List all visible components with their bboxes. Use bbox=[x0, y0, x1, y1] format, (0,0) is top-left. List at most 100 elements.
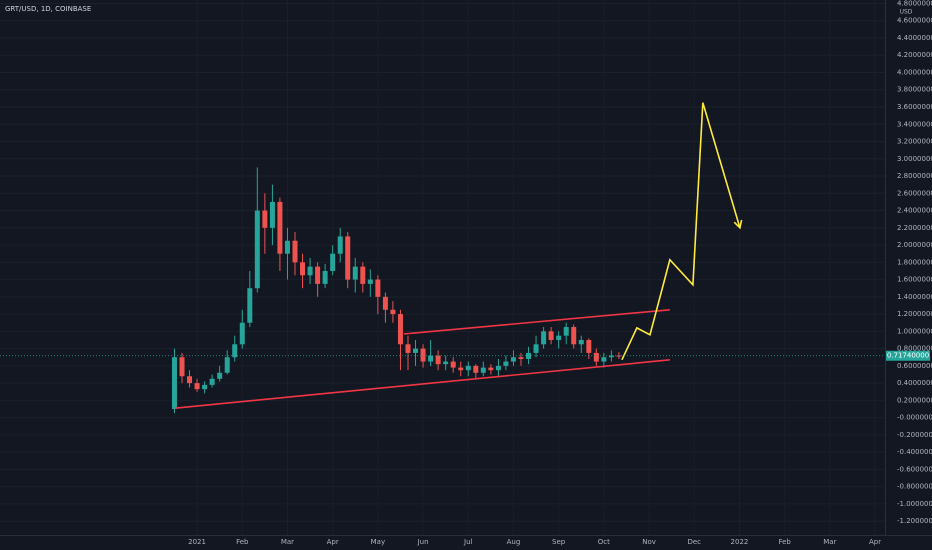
y-tick-label: 1.00000000 bbox=[897, 327, 932, 335]
candle-body bbox=[224, 357, 230, 373]
y-tick-label: 1.40000000 bbox=[897, 293, 932, 301]
candle-body bbox=[420, 348, 426, 362]
candle-body bbox=[194, 383, 200, 390]
y-tick-label: 2.00000000 bbox=[897, 241, 932, 249]
marks bbox=[0, 102, 885, 414]
y-tick-label: -0.60000000 bbox=[897, 465, 932, 473]
y-tick-label: 2.20000000 bbox=[897, 224, 932, 232]
y-tick-label: 0.40000000 bbox=[897, 379, 932, 387]
candle-body bbox=[593, 352, 599, 362]
trend-drawing bbox=[404, 308, 670, 335]
last-price-label: 0.71740000 bbox=[887, 352, 929, 360]
x-tick-label: Jul bbox=[463, 538, 473, 546]
x-tick-label: Jun bbox=[417, 538, 429, 546]
candle-body bbox=[382, 296, 388, 310]
y-tick-label: -0.40000000 bbox=[897, 448, 932, 456]
candle-body bbox=[390, 309, 396, 315]
y-tick-label: -0.80000000 bbox=[897, 483, 932, 491]
y-tick-label: 1.20000000 bbox=[897, 310, 932, 318]
y-tick-label: 3.00000000 bbox=[897, 155, 932, 163]
candle-body bbox=[202, 384, 208, 390]
candle-body bbox=[322, 270, 328, 284]
candle-body bbox=[187, 376, 193, 384]
trend-drawing bbox=[174, 359, 670, 409]
candle-body bbox=[435, 355, 441, 365]
candle-body bbox=[473, 365, 479, 373]
candle-body bbox=[488, 367, 494, 371]
candle-body bbox=[352, 266, 358, 280]
y-tick-label: 3.40000000 bbox=[897, 120, 932, 128]
candle-body bbox=[397, 314, 403, 345]
candle-body bbox=[217, 372, 223, 379]
x-tick-label: Apr bbox=[869, 538, 881, 546]
candle-body bbox=[405, 344, 411, 353]
candle-body bbox=[495, 365, 501, 371]
candle-body bbox=[533, 344, 539, 353]
y-tick-label: -0.00000000 bbox=[897, 414, 932, 422]
y-tick-label: 4.00000000 bbox=[897, 68, 932, 76]
y-tick-label: 2.80000000 bbox=[897, 172, 932, 180]
y-tick-label: 0.80000000 bbox=[897, 345, 932, 353]
candle-body bbox=[578, 339, 584, 345]
y-tick-label: -0.20000000 bbox=[897, 431, 932, 439]
grid bbox=[0, 0, 885, 535]
y-tick-label: 3.60000000 bbox=[897, 103, 932, 111]
x-tick-label: Sep bbox=[552, 538, 566, 546]
y-tick-label: 1.80000000 bbox=[897, 258, 932, 266]
candle-body bbox=[571, 327, 577, 345]
last-price-box bbox=[886, 350, 930, 361]
y-tick-label: 1.60000000 bbox=[897, 276, 932, 284]
x-tick-label: Aug bbox=[507, 538, 521, 546]
candle-body bbox=[608, 355, 614, 358]
y-tick-label: 4.20000000 bbox=[897, 51, 932, 59]
x-tick-label: 2021 bbox=[188, 538, 206, 546]
trend-drawing bbox=[621, 102, 741, 361]
candle-body bbox=[465, 365, 471, 371]
y-tick-label: 4.60000000 bbox=[897, 17, 932, 25]
x-tick-label: Apr bbox=[327, 538, 339, 546]
y-tick-label: 0.60000000 bbox=[897, 362, 932, 370]
candle-body bbox=[548, 331, 554, 340]
currency-label: USD bbox=[900, 9, 913, 16]
candle-body bbox=[315, 266, 321, 284]
candle-body bbox=[171, 357, 177, 410]
candle-body bbox=[458, 367, 464, 371]
chart-title: GRT/USD, 1D, COINBASE bbox=[5, 5, 91, 13]
candle-body bbox=[443, 361, 449, 365]
x-tick-label: 2022 bbox=[731, 538, 749, 546]
candle-body bbox=[247, 288, 253, 323]
y-tick-label: -1.00000000 bbox=[897, 500, 932, 508]
candle-body bbox=[232, 344, 238, 358]
candle-body bbox=[601, 357, 607, 362]
candle-body bbox=[277, 201, 283, 254]
candle-body bbox=[413, 348, 419, 353]
candle-body bbox=[307, 266, 313, 276]
candle-body bbox=[330, 253, 336, 271]
y-tick-label: 3.20000000 bbox=[897, 138, 932, 146]
candle-body bbox=[563, 327, 569, 336]
candle-body bbox=[367, 279, 373, 284]
arrow-head bbox=[733, 219, 743, 230]
x-tick-label: Nov bbox=[642, 538, 656, 546]
candle-body bbox=[284, 240, 290, 254]
candle-body bbox=[480, 367, 486, 373]
y-tick-label: 2.40000000 bbox=[897, 207, 932, 215]
candle-body bbox=[254, 210, 260, 289]
candle-body bbox=[345, 236, 351, 280]
y-tick-label: 4.40000000 bbox=[897, 34, 932, 42]
candle-body bbox=[375, 279, 381, 297]
candle-body bbox=[300, 262, 306, 276]
y-tick-label: 0.20000000 bbox=[897, 396, 932, 404]
y-tick-label: -1.20000000 bbox=[897, 517, 932, 525]
candle-body bbox=[556, 335, 562, 340]
x-tick-label: Dec bbox=[687, 538, 701, 546]
y-tick-label: 2.60000000 bbox=[897, 189, 932, 197]
candle-body bbox=[179, 357, 185, 377]
x-tick-label: Mar bbox=[281, 538, 294, 546]
y-tick-label: 4.80000000 bbox=[897, 0, 932, 7]
candle-body bbox=[586, 339, 592, 353]
candle-body bbox=[510, 357, 516, 362]
candle-body bbox=[428, 355, 434, 362]
